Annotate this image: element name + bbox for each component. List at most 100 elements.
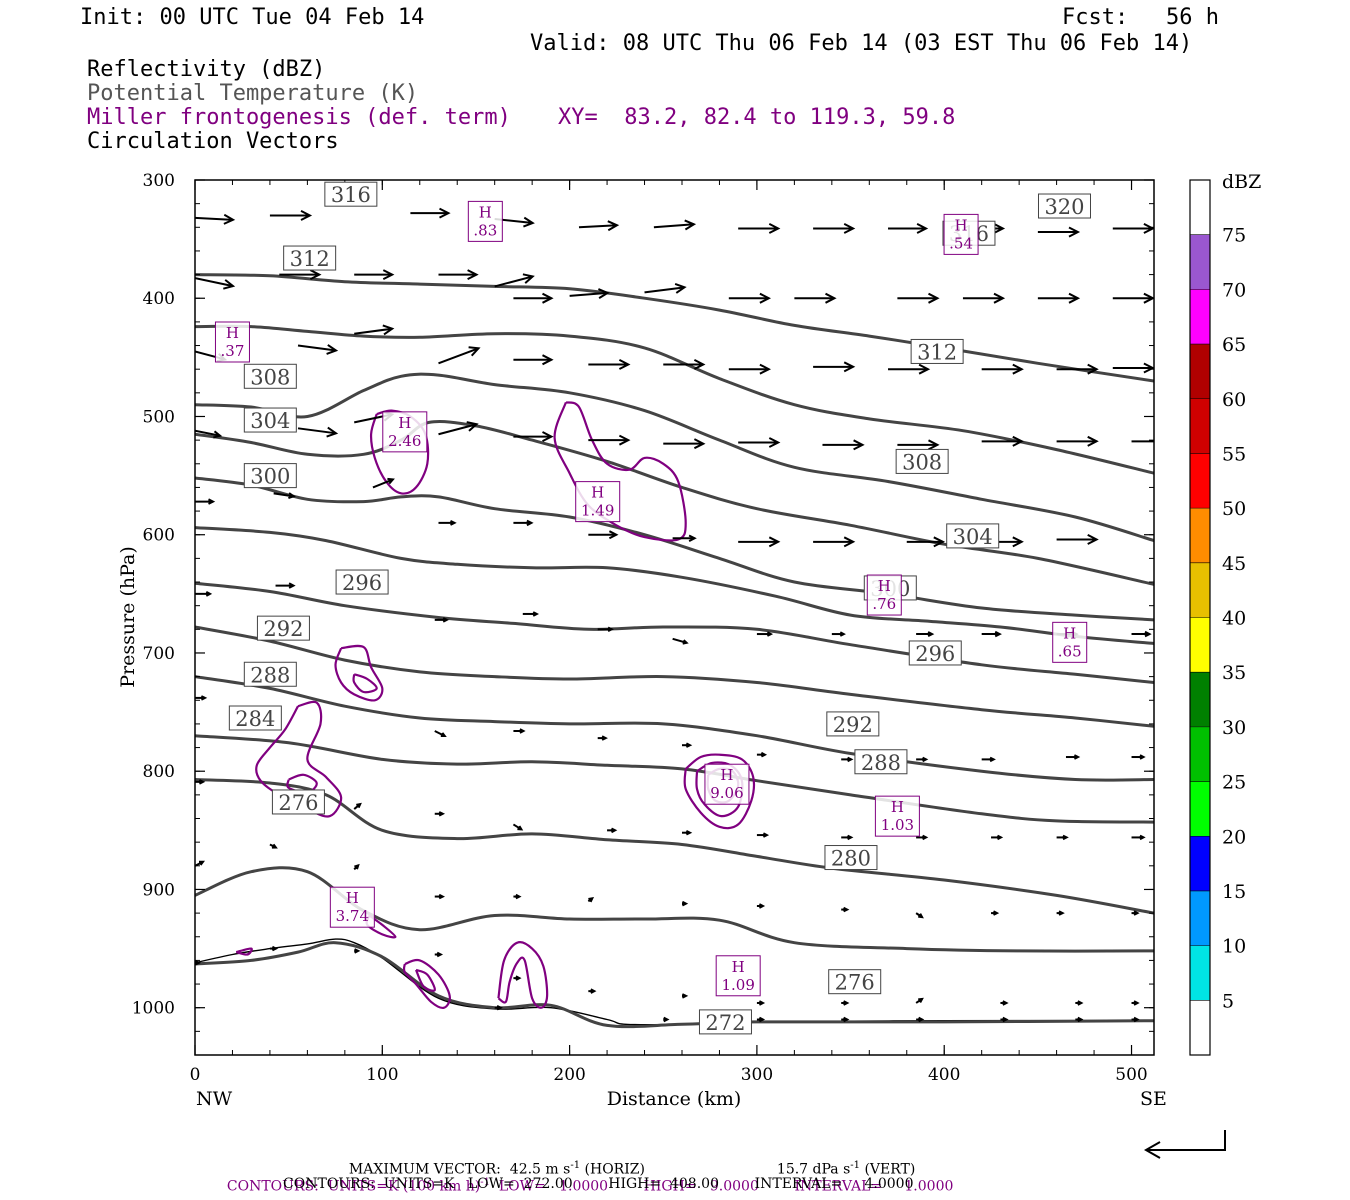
colorbar-swatch xyxy=(1190,398,1210,454)
svg-text:308: 308 xyxy=(902,450,942,474)
circulation-vector xyxy=(663,1016,670,1023)
svg-text:2.46: 2.46 xyxy=(388,432,421,450)
circulation-vector xyxy=(1037,226,1081,238)
y-tick-label: 600 xyxy=(143,526,175,546)
circulation-vector xyxy=(991,834,1004,841)
circulation-vector xyxy=(269,843,278,849)
circulation-vector xyxy=(1131,754,1146,760)
circulation-vector xyxy=(1131,910,1140,916)
circulation-vector xyxy=(991,910,1000,916)
circulation-vector xyxy=(578,220,620,232)
field-potential-temperature: Potential Temperature (K) xyxy=(87,81,419,106)
circulation-vector xyxy=(981,630,1002,638)
circulation-vector xyxy=(297,426,339,438)
svg-text:312: 312 xyxy=(290,247,330,271)
frontogenesis-max-label: H1.49 xyxy=(575,481,621,523)
y-tick-label: 500 xyxy=(143,407,175,427)
circulation-vector xyxy=(434,951,444,958)
y-tick-label: 1000 xyxy=(132,999,175,1019)
circulation-vector xyxy=(915,997,924,1004)
footer-frontogenesis-contours: CONTOURS: UNITS=K (100 km h)-1 LOW= 1.00… xyxy=(218,1159,953,1195)
circulation-vector xyxy=(513,728,526,734)
circulation-vector xyxy=(588,359,631,370)
circulation-vector xyxy=(372,477,395,489)
x-tick-label: 200 xyxy=(553,1065,585,1085)
frontogenesis-max-label: H9.06 xyxy=(704,763,750,805)
x-tick-label: 0 xyxy=(190,1065,201,1085)
circulation-vector xyxy=(513,354,554,366)
colorbar-swatch xyxy=(1190,508,1210,563)
frontogenesis-max-label: H.65 xyxy=(1052,621,1088,663)
x-tick-label: 400 xyxy=(928,1065,960,1085)
y-tick-label: 300 xyxy=(143,171,175,191)
svg-text:1.49: 1.49 xyxy=(581,502,614,520)
theta-label: 316 xyxy=(324,181,378,207)
theta-label: 312 xyxy=(283,245,337,271)
circulation-vector xyxy=(915,912,924,919)
circulation-vector xyxy=(897,439,940,451)
cross-section-endpoints: XY= 83.2, 82.4 to 119.3, 59.8 xyxy=(558,105,956,130)
circulation-vector xyxy=(813,536,856,548)
svg-text:.37: .37 xyxy=(221,342,245,360)
x-tick-label: 300 xyxy=(741,1065,773,1085)
theta-label: 284 xyxy=(228,705,282,731)
y-tick-label: 700 xyxy=(143,644,175,664)
circulation-vector xyxy=(841,1016,850,1023)
circulation-vector xyxy=(297,344,339,355)
y-tick-label: 400 xyxy=(143,289,175,309)
footer-theta-contours: CONTOURS: UNITS=K LOW= 272.00 HIGH= 408.… xyxy=(283,1176,914,1192)
colorbar-swatch xyxy=(1190,726,1210,782)
circulation-vector xyxy=(195,498,216,505)
circulation-vector xyxy=(438,520,457,526)
circulation-vector xyxy=(1037,292,1081,304)
colorbar-level-label: 65 xyxy=(1222,334,1246,356)
plot-frame xyxy=(194,179,1155,1056)
svg-text:H: H xyxy=(732,958,745,976)
circulation-vector xyxy=(756,631,774,637)
svg-text:H: H xyxy=(479,203,492,221)
theta-contour-300 xyxy=(195,526,1154,645)
circulation-vector xyxy=(1056,363,1099,375)
vert-vector-tail: (VERT) xyxy=(860,1161,916,1178)
circulation-vector xyxy=(195,429,223,439)
circulation-vector xyxy=(354,948,361,954)
theta-label: 320 xyxy=(1037,193,1091,219)
svg-text:3.74: 3.74 xyxy=(336,907,369,925)
forecast-label: Fcst: xyxy=(1062,5,1129,30)
circulation-vector xyxy=(756,751,768,758)
circulation-vector xyxy=(888,223,929,234)
theta-label: 300 xyxy=(243,463,297,489)
circulation-vector xyxy=(513,519,534,527)
circulation-vector xyxy=(756,1000,766,1006)
fronto-contour-units: CONTOURS: UNITS=K (100 km h) xyxy=(226,1178,481,1195)
theta-label: 276 xyxy=(828,969,882,995)
svg-text:H: H xyxy=(878,577,891,595)
svg-text:H: H xyxy=(346,889,359,907)
max-vector-text: MAXIMUM VECTOR: 42.5 m s xyxy=(348,1161,571,1178)
circulation-vector xyxy=(354,269,395,280)
circulation-vector xyxy=(438,346,481,365)
frontogenesis-contour xyxy=(414,968,436,992)
svg-text:284: 284 xyxy=(235,707,275,731)
theta-contour-312 xyxy=(195,372,1154,543)
frontogenesis-contour xyxy=(235,947,253,956)
frontogenesis-max-label: H.83 xyxy=(467,200,503,242)
circulation-vector xyxy=(195,277,236,290)
circulation-vector xyxy=(1056,910,1065,916)
theta-label: 308 xyxy=(895,448,949,474)
theta-label: 288 xyxy=(854,749,908,775)
circulation-vector xyxy=(587,896,595,903)
circulation-vector xyxy=(1056,534,1099,545)
circulation-vector xyxy=(1056,435,1099,447)
circulation-vector xyxy=(195,591,213,597)
circulation-vector xyxy=(1112,362,1154,374)
colorbar-level-label: 55 xyxy=(1222,443,1246,465)
circulation-vector xyxy=(1131,440,1154,443)
svg-text:H: H xyxy=(398,414,411,432)
theta-label: 272 xyxy=(698,1009,752,1035)
y-axis-title: Pressure (hPa) xyxy=(117,546,139,688)
circulation-vector xyxy=(888,363,931,375)
circulation-vector xyxy=(813,361,856,373)
frontogenesis-contour xyxy=(255,700,343,818)
colorbar-swatch xyxy=(1190,453,1210,509)
